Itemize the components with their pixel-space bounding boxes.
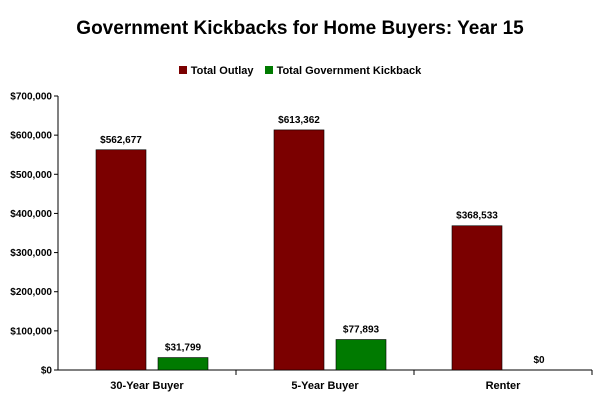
bar-total-government-kickback <box>157 357 209 371</box>
y-tick-label: $0 <box>41 366 53 377</box>
y-tick-label: $500,000 <box>10 170 52 181</box>
legend-label-total-government-kickback: Total Government Kickback <box>276 65 422 77</box>
bar-total-outlay <box>451 225 503 371</box>
x-tick-label: 5-Year Buyer <box>291 380 359 392</box>
legend-item-total-government-kickback: Total Government Kickback <box>264 65 422 77</box>
y-tick-label: $700,000 <box>10 92 52 103</box>
legend-item-total-outlay: Total Outlay <box>178 65 254 77</box>
chart-title: Government Kickbacks for Home Buyers: Ye… <box>76 18 524 39</box>
data-label: $0 <box>533 355 545 366</box>
y-tick-label: $100,000 <box>10 326 52 337</box>
bar-total-outlay <box>95 149 147 371</box>
bar-total-outlay <box>273 129 325 371</box>
legend-swatch-total-outlay <box>178 66 187 74</box>
y-tick-label: $200,000 <box>10 287 52 298</box>
data-label: $77,893 <box>343 325 380 336</box>
data-label: $562,677 <box>100 135 142 146</box>
x-tick-label: 30-Year Buyer <box>110 380 184 392</box>
bar-total-government-kickback <box>335 339 387 371</box>
x-tick-label: Renter <box>486 380 522 392</box>
legend-swatch-total-government-kickback <box>264 66 273 74</box>
y-tick-label: $600,000 <box>10 131 52 142</box>
legend-label-total-outlay: Total Outlay <box>190 65 254 77</box>
legend: Total Outlay Total Government Kickback <box>0 65 600 77</box>
data-label: $613,362 <box>278 115 320 126</box>
y-tick-label: $300,000 <box>10 248 52 259</box>
y-tick-label: $400,000 <box>10 209 52 220</box>
data-label: $31,799 <box>165 343 202 354</box>
data-label: $368,533 <box>456 211 498 222</box>
